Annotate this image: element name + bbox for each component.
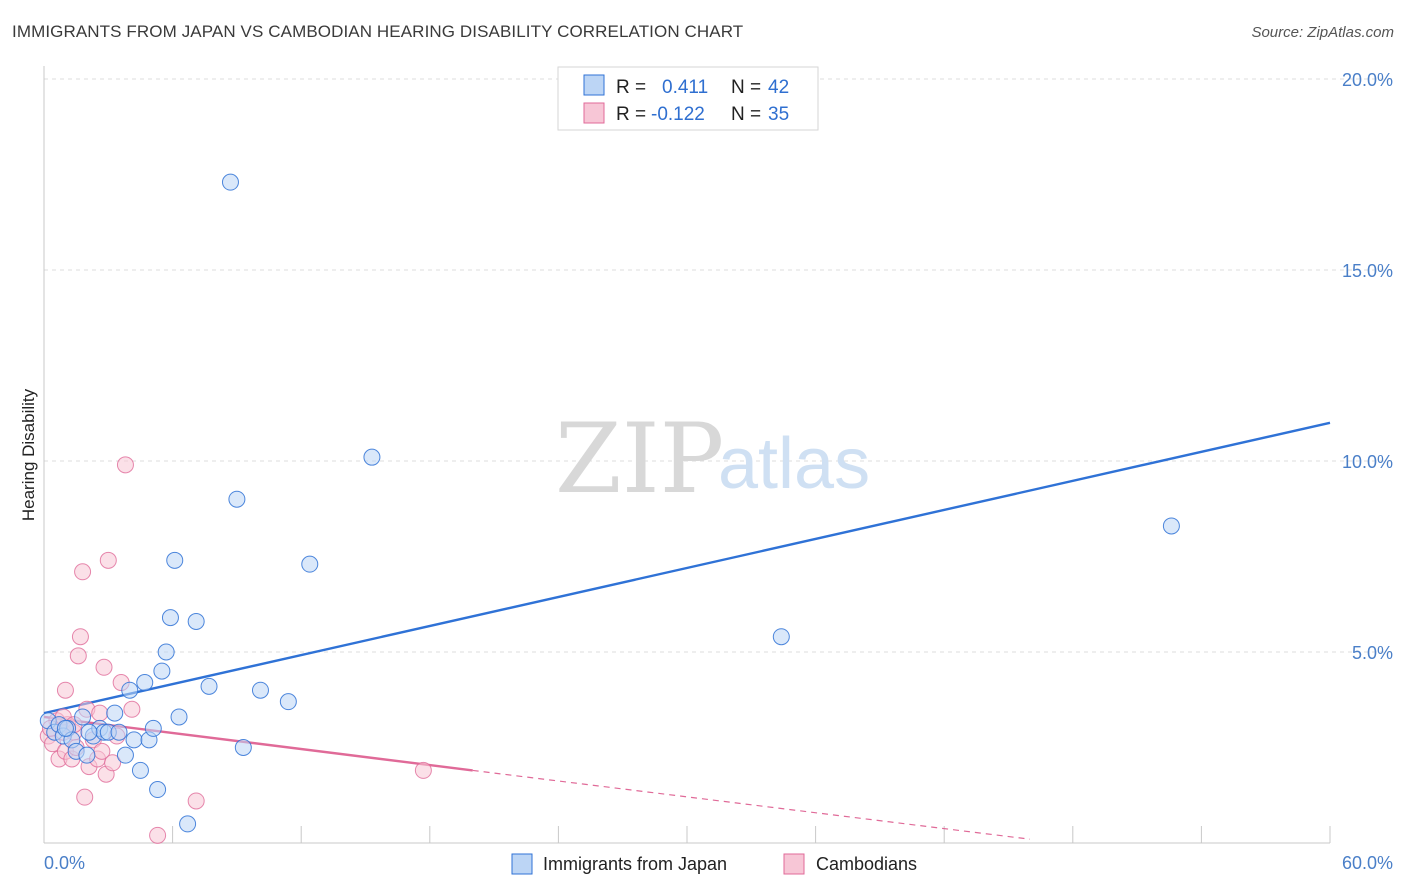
japan-point-36 [301, 555, 319, 573]
y-axis-label: Hearing Disability [19, 388, 38, 521]
japan-point-17 [125, 731, 143, 749]
japan-point-33 [234, 739, 252, 756]
cambodian-point-10 [69, 647, 87, 665]
cambodian-point-11 [71, 628, 89, 646]
x-tick-label-max: 60.0% [1342, 853, 1393, 873]
japan-points [39, 173, 1180, 833]
japan-point-8 [78, 746, 96, 764]
cambodian-trend-extension [472, 769, 1031, 840]
japan-point-23 [153, 662, 171, 680]
cambodian-n-value: 35 [768, 104, 789, 125]
stats-legend: R = 0.411 N = 42 R = -0.122 N = 35 [557, 66, 819, 131]
y-tick-label-2: 15.0% [1342, 261, 1393, 281]
japan-point-40 [56, 719, 74, 737]
japan-r-label: R = [616, 77, 646, 98]
japan-legend-swatch [583, 74, 605, 96]
cambodian-point-28 [149, 826, 167, 844]
watermark-atlas-text: atlas [718, 424, 870, 504]
japan-point-34 [251, 681, 269, 699]
cambodian-point-13 [76, 788, 94, 806]
japan-point-22 [149, 781, 167, 799]
series-legend: Immigrants from Japan Cambodians [511, 853, 917, 875]
japan-point-37 [363, 448, 381, 466]
cambodian-point-12 [74, 563, 92, 581]
japan-point-38 [772, 628, 790, 646]
japan-point-26 [166, 551, 184, 569]
japan-point-21 [144, 719, 162, 737]
cambodian-n-label: N = [731, 104, 761, 125]
cambodian-r-label: R = [616, 104, 646, 125]
cambodian-point-20 [95, 658, 113, 676]
japan-point-32 [228, 490, 246, 508]
japan-point-16 [121, 681, 139, 699]
japan-point-31 [221, 173, 239, 191]
japan-n-label: N = [731, 77, 761, 98]
tick-labels: 5.0% 10.0% 15.0% 20.0% 0.0% 60.0% [44, 70, 1393, 873]
japan-point-29 [187, 612, 205, 630]
axes [43, 66, 1331, 844]
cambodian-point-34 [56, 681, 74, 699]
cambodian-legend-swatch [583, 102, 605, 124]
cambodian-r-value: -0.122 [651, 104, 705, 125]
japan-point-39 [1162, 517, 1180, 535]
cambodian-point-22 [99, 551, 117, 569]
grid-lines [44, 78, 1394, 653]
y-tick-label-3: 20.0% [1342, 70, 1393, 90]
legend-label-japan: Immigrants from Japan [543, 854, 727, 874]
y-tick-label-1: 10.0% [1342, 452, 1393, 472]
japan-point-7 [74, 708, 92, 726]
cambodian-point-26 [116, 456, 134, 474]
cambodian-point-23 [104, 754, 122, 772]
japan-point-14 [110, 723, 128, 741]
watermark: ZIP atlas [555, 403, 870, 515]
japan-point-18 [131, 761, 149, 779]
japan-point-35 [279, 693, 297, 711]
japan-n-value: 42 [768, 77, 789, 98]
japan-point-13 [106, 704, 124, 722]
x-tick-label-min: 0.0% [44, 853, 85, 873]
legend-swatch-cambodian [783, 853, 805, 875]
cambodian-point-29 [187, 792, 205, 810]
cambodian-point-18 [91, 704, 109, 722]
japan-point-30 [200, 677, 218, 695]
chart-title: IMMIGRANTS FROM JAPAN VS CAMBODIAN HEARI… [12, 22, 744, 41]
legend-swatch-japan [511, 853, 533, 875]
japan-point-24 [157, 643, 175, 661]
japan-point-25 [161, 609, 179, 627]
japan-trend-line [43, 421, 1331, 715]
japan-point-41 [80, 723, 98, 741]
japan-point-19 [136, 674, 154, 692]
legend-label-cambodian: Cambodians [816, 854, 917, 874]
japan-point-15 [116, 746, 134, 764]
cambodian-point-27 [123, 700, 141, 718]
source-credit: Source: ZipAtlas.com [1251, 24, 1394, 41]
y-tick-label-0: 5.0% [1352, 643, 1393, 663]
cambodian-points [39, 456, 432, 844]
watermark-zip-text: ZIP [555, 403, 724, 515]
japan-point-27 [170, 708, 188, 726]
japan-r-value: 0.411 [662, 77, 708, 98]
cambodian-point-30 [414, 761, 432, 779]
japan-point-28 [179, 815, 197, 833]
